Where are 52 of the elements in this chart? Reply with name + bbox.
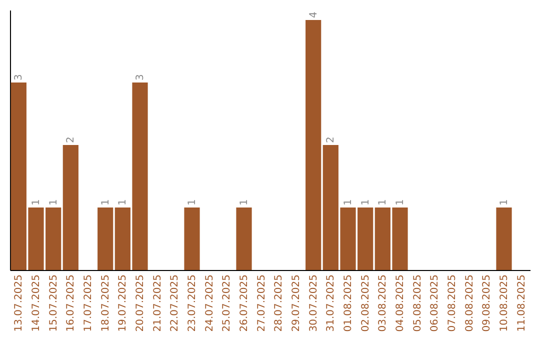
data-label: 1 [360, 199, 372, 206]
data-label: 1 [239, 199, 250, 206]
bar [496, 208, 512, 270]
x-tick-label: 25.07.2025 [222, 274, 233, 332]
data-label: 1 [395, 199, 406, 206]
x-tick-label: 27.07.2025 [256, 274, 268, 332]
data-label: 1 [343, 199, 354, 206]
x-tick-label: 14.07.2025 [31, 274, 42, 332]
data-label: 4 [308, 12, 320, 18]
data-label: 2 [66, 136, 77, 143]
bar [62, 145, 78, 270]
x-tick-label: 13.07.2025 [14, 274, 25, 332]
bar [98, 208, 114, 270]
x-tick-label: 24.07.2025 [204, 274, 216, 332]
data-label: 1 [100, 199, 112, 206]
data-label: 1 [31, 199, 42, 206]
x-tick-label: 26.07.2025 [239, 274, 250, 332]
data-label: 1 [118, 199, 129, 206]
x-tick-label: 23.07.2025 [187, 274, 198, 332]
x-tick-label: 30.07.2025 [308, 274, 320, 332]
x-tick-label: 02.08.2025 [360, 274, 372, 332]
bar [236, 208, 252, 270]
x-tick-label: 10.08.2025 [499, 274, 510, 332]
x-tick-label: 09.08.2025 [482, 274, 493, 332]
data-label: 2 [326, 136, 337, 143]
x-tick-label: 19.07.2025 [118, 274, 129, 332]
bar [306, 20, 322, 270]
x-tick-label: 17.07.2025 [83, 274, 94, 332]
x-tick-label: 01.08.2025 [343, 274, 354, 332]
data-label: 3 [135, 74, 146, 80]
x-tick-label: 04.08.2025 [395, 274, 406, 332]
x-tick-label: 31.07.2025 [326, 274, 337, 332]
bar [184, 208, 200, 270]
data-label: 1 [48, 199, 60, 206]
x-tick-label: 28.07.2025 [274, 274, 285, 332]
x-tick-label: 11.08.2025 [516, 274, 528, 332]
data-label: 1 [187, 199, 198, 206]
x-tick-label: 08.08.2025 [464, 274, 476, 332]
x-tick-label: 21.07.2025 [152, 274, 164, 332]
x-tick-label: 16.07.2025 [66, 274, 77, 332]
x-tick-label: 29.07.2025 [291, 274, 302, 332]
x-tick-label: 22.07.2025 [170, 274, 181, 332]
data-label: 3 [14, 74, 25, 80]
x-tick-label: 20.07.2025 [135, 274, 146, 332]
x-tick-label: 03.08.2025 [378, 274, 389, 332]
x-tick-label: 15.07.2025 [48, 274, 60, 332]
data-label: 1 [499, 199, 510, 206]
x-tick-label: 06.08.2025 [430, 274, 441, 332]
data-label: 1 [378, 199, 389, 206]
x-tick-label: 18.07.2025 [100, 274, 112, 332]
x-tick-label: 07.08.2025 [447, 274, 458, 332]
x-tick-label: 05.08.2025 [412, 274, 424, 332]
